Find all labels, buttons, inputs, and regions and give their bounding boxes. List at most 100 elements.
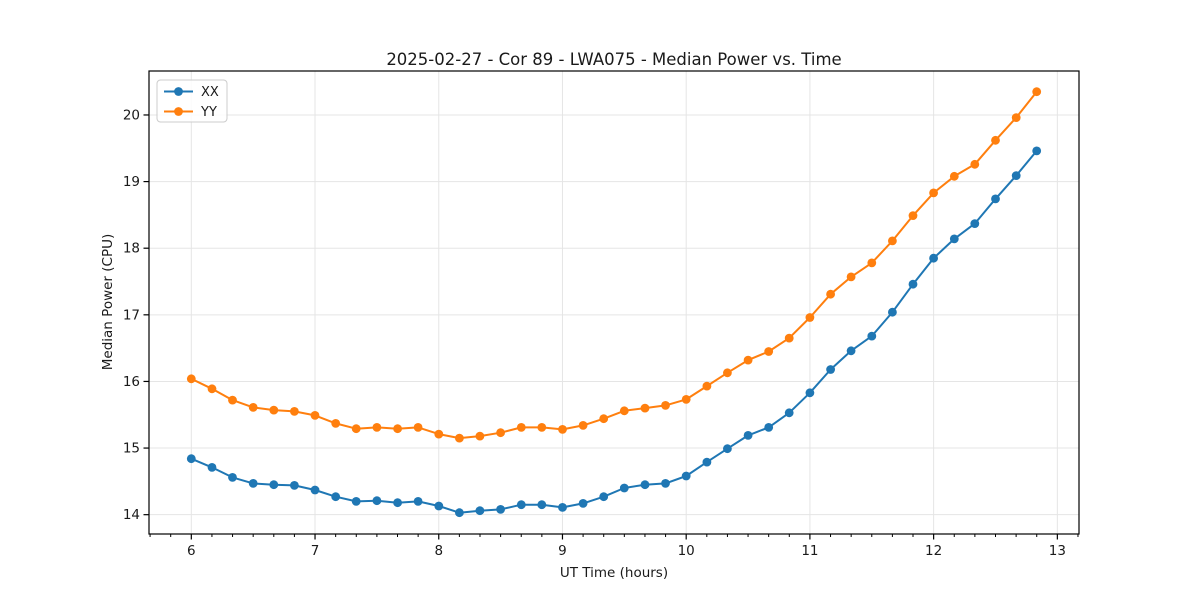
yy-series-marker [640, 403, 650, 413]
x-tick-label: 11 [801, 543, 818, 559]
yy-series-marker [558, 425, 567, 434]
legend-marker-sample [174, 87, 183, 96]
yy-series-marker [434, 429, 444, 439]
xx-series-marker [619, 483, 629, 493]
yy-series-marker [743, 355, 753, 365]
yy-series-marker [475, 431, 485, 441]
y-tick-label: 17 [123, 307, 140, 323]
x-tick-label: 9 [558, 543, 567, 559]
yy-series-marker [248, 403, 258, 412]
yy-series-marker [619, 406, 629, 416]
plot-border [148, 70, 1080, 535]
xx-series-marker [475, 506, 485, 516]
yy-series-marker [723, 368, 732, 378]
x-axis-label: UT Time (hours) [560, 565, 668, 581]
plot-area: 6 7 8 9 10 11 12 13 14 15 16 17 18 19 20 XX YY [123, 70, 1080, 559]
yy-series-marker [970, 159, 980, 169]
yy-series-marker [764, 347, 774, 356]
yy-series-marker [702, 381, 712, 391]
xx-series-marker [991, 194, 1000, 204]
legend-marker-sample [174, 107, 183, 116]
yy-series-marker [310, 411, 320, 420]
yy-series-marker [455, 433, 464, 443]
y-tick-label: 19 [123, 174, 140, 190]
yy-series-marker [826, 289, 835, 299]
xx-series-marker [290, 481, 299, 490]
xx-series-marker [1011, 171, 1021, 181]
xx-series-marker [826, 365, 835, 374]
xx-series-marker [558, 503, 567, 512]
x-tick-label: 6 [187, 543, 196, 559]
xx-series-marker [723, 444, 732, 454]
yy-series-marker [929, 188, 938, 198]
xx-series-marker [929, 253, 938, 263]
xx-series-marker [764, 423, 774, 432]
xx-series-marker [846, 346, 856, 356]
yy-series-marker [991, 135, 1000, 145]
yy-series-marker [1011, 113, 1021, 122]
xx-series-marker [949, 234, 959, 244]
yy-series-marker [805, 313, 815, 322]
y-tick-label: 14 [123, 507, 140, 523]
legend-item-label: YY [200, 105, 217, 120]
yy-series-marker [599, 414, 609, 424]
x-tick-label: 13 [1049, 543, 1066, 559]
yy-series-line [190, 91, 1038, 440]
yy-series-marker [949, 171, 959, 181]
xx-series-marker [805, 388, 815, 398]
yy-series-marker [496, 428, 505, 438]
yy-series-marker [393, 424, 402, 434]
y-tick-label: 16 [123, 374, 140, 390]
xx-series-marker [393, 498, 402, 508]
yy-series-marker [661, 401, 670, 410]
xx-series-marker [372, 496, 382, 506]
yy-series-marker [867, 258, 877, 268]
xx-series-marker [248, 479, 258, 488]
yy-series-marker [269, 405, 279, 415]
xx-series-marker [908, 279, 918, 289]
legend-item-label: XX [201, 85, 219, 100]
yy-series-marker [186, 374, 196, 384]
xx-series-marker [186, 454, 196, 464]
yy-series-marker [516, 423, 526, 432]
yy-series-marker [228, 395, 237, 405]
xx-series-marker [413, 497, 423, 506]
xx-series-marker [578, 499, 588, 508]
yy-series-marker [351, 424, 361, 434]
xx-series-marker [434, 501, 444, 511]
xx-series-marker [702, 457, 712, 467]
yy-series-marker [888, 236, 897, 246]
x-tick-label: 12 [925, 543, 942, 559]
x-tick-label: 8 [434, 543, 443, 559]
yy-series-marker [372, 423, 382, 432]
xx-series-marker [640, 480, 650, 490]
xx-series-marker [516, 500, 526, 510]
xx-series-marker [331, 492, 341, 502]
yy-series-marker [681, 395, 691, 404]
yy-series-marker [331, 419, 341, 428]
xx-series-marker [496, 505, 505, 514]
xx-series-marker [743, 431, 753, 440]
xx-series-marker [661, 479, 670, 488]
xx-series-marker [269, 480, 279, 490]
xx-series-marker [599, 492, 609, 502]
xx-series-marker [888, 307, 897, 317]
xx-series-marker [867, 331, 877, 341]
xx-series-line [190, 150, 1038, 514]
xx-series-marker [970, 219, 980, 229]
yy-series-marker [846, 272, 856, 282]
xx-series-marker [784, 408, 794, 418]
yy-series-marker [207, 384, 217, 394]
xx-series-marker [207, 463, 217, 472]
xx-series-marker [228, 473, 237, 482]
chart-title: 2025-02-27 - Cor 89 - LWA075 - Median Po… [386, 50, 841, 69]
yy-series-marker [413, 423, 423, 432]
xx-series-marker [455, 508, 464, 518]
xx-series-marker [1032, 146, 1042, 156]
xx-series-marker [681, 471, 691, 481]
y-tick-label: 20 [123, 107, 140, 123]
y-tick-label: 15 [123, 441, 140, 457]
x-tick-label: 7 [311, 543, 320, 559]
